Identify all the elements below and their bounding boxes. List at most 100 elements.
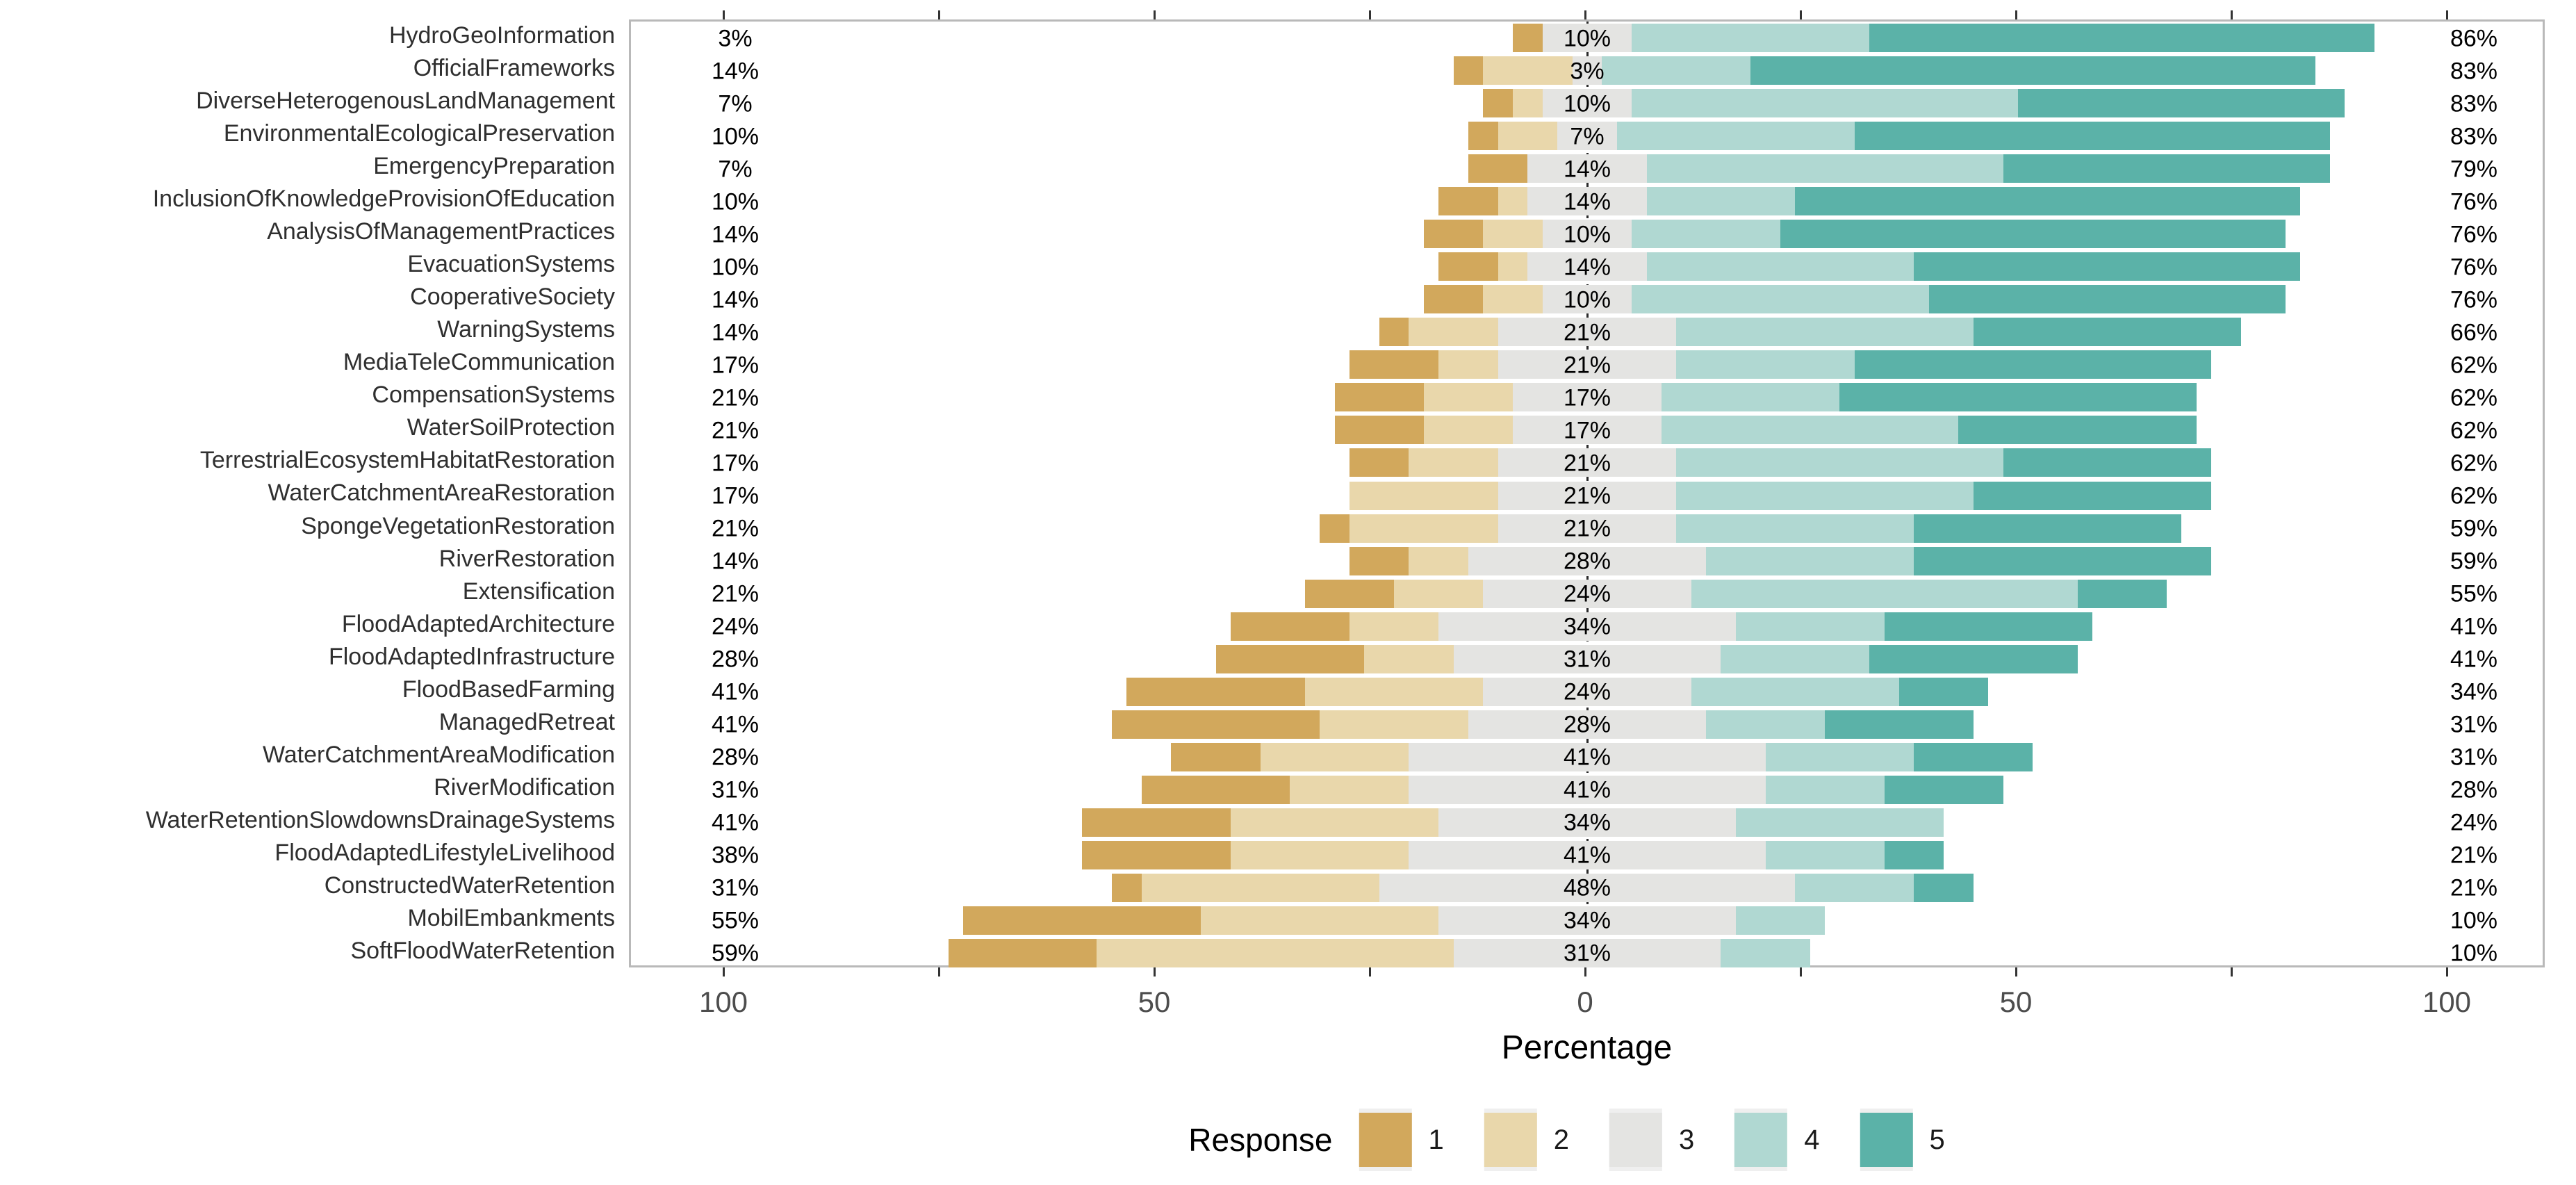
legend-item-response-1: 1	[1359, 1109, 1444, 1171]
segment-response-3	[1498, 448, 1677, 477]
category-label: WaterRetentionSlowdownsDrainageSystems	[145, 806, 615, 833]
neutral-percent-label: 21%	[1563, 515, 1611, 542]
category-label: SpongeVegetationRestoration	[301, 512, 615, 539]
category-label: FloodAdaptedInfrastructure	[328, 643, 615, 670]
axis-tick	[2231, 967, 2233, 976]
category-label: WarningSystems	[437, 316, 615, 343]
segment-response-4	[1646, 252, 1914, 281]
segment-response-4	[1765, 840, 1885, 869]
axis-tick	[2446, 10, 2448, 19]
legend-item-response-5: 5	[1860, 1109, 1945, 1171]
axis-tick	[2015, 967, 2017, 976]
segment-response-2	[1498, 252, 1528, 281]
low-percent-label: 41%	[711, 809, 760, 836]
axis-tick	[1369, 967, 1371, 976]
likert-bar-row	[1126, 677, 1989, 706]
segment-response-1	[1438, 252, 1498, 281]
neutral-percent-label: 31%	[1563, 940, 1611, 967]
segment-response-1	[1379, 318, 1409, 347]
high-percent-label: 41%	[2450, 613, 2498, 640]
segment-response-2	[1423, 383, 1513, 412]
high-percent-label: 31%	[2450, 744, 2498, 771]
segment-response-4	[1721, 644, 1870, 673]
likert-bar-row	[1320, 514, 2182, 543]
segment-response-1	[1349, 448, 1409, 477]
segment-response-3	[1498, 350, 1677, 379]
category-label: SoftFloodWaterRetention	[350, 937, 616, 964]
low-percent-label: 17%	[711, 482, 760, 509]
axis-tick	[723, 967, 725, 976]
segment-response-2	[1320, 710, 1468, 739]
high-percent-label: 21%	[2450, 874, 2498, 901]
category-label: CompensationSystems	[372, 382, 615, 409]
segment-response-3	[1513, 416, 1662, 445]
high-percent-label: 83%	[2450, 90, 2498, 117]
low-percent-label: 14%	[711, 548, 760, 575]
segment-response-3	[1468, 710, 1707, 739]
low-percent-label: 14%	[711, 58, 760, 85]
segment-response-4	[1721, 938, 1810, 967]
high-percent-label: 59%	[2450, 548, 2498, 575]
segment-response-4	[1661, 416, 1959, 445]
segment-response-5	[1928, 285, 2286, 314]
category-label: WaterCatchmentAreaModification	[262, 741, 615, 768]
axis-tick	[1584, 967, 1586, 976]
axis-tick	[1154, 967, 1156, 976]
axis-tick	[1800, 10, 1802, 19]
segment-response-5	[1884, 775, 2003, 804]
low-percent-label: 59%	[711, 940, 760, 967]
segment-response-2	[1201, 906, 1439, 935]
legend-color-swatch	[1484, 1113, 1537, 1167]
low-percent-label: 21%	[711, 384, 760, 411]
legend-entry-label: 3	[1678, 1124, 1695, 1155]
axis-tick	[1800, 967, 1802, 976]
category-label: Extensification	[462, 578, 615, 605]
neutral-percent-label: 14%	[1563, 254, 1611, 281]
legend-entry-label: 2	[1553, 1124, 1569, 1155]
segment-response-4	[1646, 154, 2003, 183]
segment-response-2	[1483, 56, 1573, 85]
segment-response-4	[1676, 350, 1855, 379]
likert-bar-row	[1468, 154, 2330, 183]
segment-response-4	[1706, 546, 1914, 575]
segment-response-4	[1795, 873, 1914, 902]
category-label: ManagedRetreat	[438, 708, 615, 735]
segment-response-3	[1483, 677, 1691, 706]
axis-tick	[2015, 10, 2017, 19]
category-label: WaterCatchmentAreaRestoration	[268, 480, 615, 507]
likert-bar-row	[1349, 350, 2211, 379]
segment-response-2	[1349, 612, 1439, 641]
legend-key	[1860, 1109, 1913, 1171]
segment-response-3	[1557, 122, 1617, 151]
likert-bar-row	[1438, 187, 2301, 216]
low-percent-label: 10%	[711, 254, 760, 281]
segment-response-5	[2003, 154, 2330, 183]
segment-response-5	[1780, 220, 2286, 249]
neutral-percent-label: 34%	[1563, 809, 1611, 836]
low-percent-label: 14%	[711, 221, 760, 248]
segment-response-1	[1468, 122, 1498, 151]
segment-response-3	[1379, 873, 1796, 902]
low-percent-label: 3%	[718, 25, 753, 52]
high-percent-label: 83%	[2450, 123, 2498, 150]
segment-response-3	[1483, 579, 1691, 608]
segment-response-1	[1320, 514, 1349, 543]
segment-response-4	[1765, 775, 1885, 804]
high-percent-label: 66%	[2450, 319, 2498, 346]
likert-bar-row	[1111, 873, 1974, 902]
low-percent-label: 17%	[711, 352, 760, 379]
segment-response-1	[1468, 154, 1528, 183]
segment-response-1	[1082, 840, 1231, 869]
x-tick-label: 50	[1999, 986, 2033, 1018]
neutral-percent-label: 10%	[1563, 25, 1611, 52]
high-percent-label: 62%	[2450, 482, 2498, 509]
neutral-percent-label: 34%	[1563, 613, 1611, 640]
segment-response-3	[1542, 285, 1632, 314]
segment-response-1	[1304, 579, 1395, 608]
high-percent-label: 21%	[2450, 842, 2498, 869]
segment-response-1	[1334, 383, 1424, 412]
neutral-percent-label: 10%	[1563, 90, 1611, 117]
legend-item-response-3: 3	[1609, 1109, 1694, 1171]
segment-response-2	[1513, 89, 1543, 118]
segment-response-2	[1498, 187, 1528, 216]
